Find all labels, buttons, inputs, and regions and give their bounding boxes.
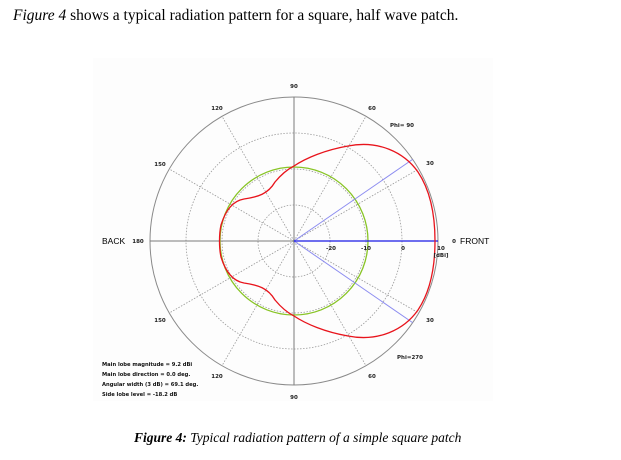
figure-caption: Figure 4: Typical radiation pattern of a… [134, 430, 461, 446]
angle-label-60-lower: 60 [368, 374, 376, 380]
stat-main-lobe-direction: Main lobe direction = 0.0 deg. [102, 372, 190, 378]
caption-text: Typical radiation pattern of a simple sq… [186, 430, 462, 445]
beam-width-lines [293, 158, 413, 324]
radial-label-minus20: -20 [326, 246, 336, 252]
angle-label-30-upper: 30 [426, 161, 434, 167]
radial-label-0: 0 [401, 246, 405, 252]
intro-text: shows a typical radiation pattern for a … [66, 7, 459, 24]
angle-label-120-upper: 120 [211, 106, 223, 112]
angle-label-120-lower: 120 [211, 374, 223, 380]
caption-label: Figure 4: [134, 430, 187, 445]
radiation-pattern-curve [218, 143, 436, 339]
phi-lower-label: Phi=270 [397, 355, 423, 361]
axes [150, 97, 295, 385]
back-angle-label: 180 [132, 239, 144, 245]
intro-paragraph: Figure 4 shows a typical radiation patte… [13, 7, 458, 25]
pattern-stats: Main lobe magnitude = 9.2 dBi Main lobe … [102, 362, 198, 398]
phi-upper-label: Phi= 90 [390, 123, 414, 129]
radial-label-minus10: -10 [361, 246, 371, 252]
angle-label-150-lower: 150 [154, 318, 166, 324]
front-label: FRONT [460, 236, 489, 246]
figure-reference: Figure 4 [13, 7, 67, 24]
angle-label-90-bottom: 90 [290, 395, 298, 401]
plot-background [93, 58, 493, 401]
angle-label-90-top: 90 [290, 84, 298, 90]
radial-unit-label: [dBi] [433, 253, 449, 259]
stat-angular-width: Angular width (3 dB) = 69.1 deg. [102, 382, 198, 388]
front-angle-label: 0 [452, 239, 456, 245]
angle-label-30-lower: 30 [426, 318, 434, 324]
radial-label-10: 10 [437, 246, 445, 252]
angle-label-60-upper: 60 [368, 106, 376, 112]
stat-main-lobe-magnitude: Main lobe magnitude = 9.2 dBi [102, 362, 192, 368]
stat-side-lobe-level: Side lobe level = -18.2 dB [102, 392, 177, 398]
angle-label-150-upper: 150 [154, 162, 166, 168]
back-label: BACK [102, 236, 125, 246]
